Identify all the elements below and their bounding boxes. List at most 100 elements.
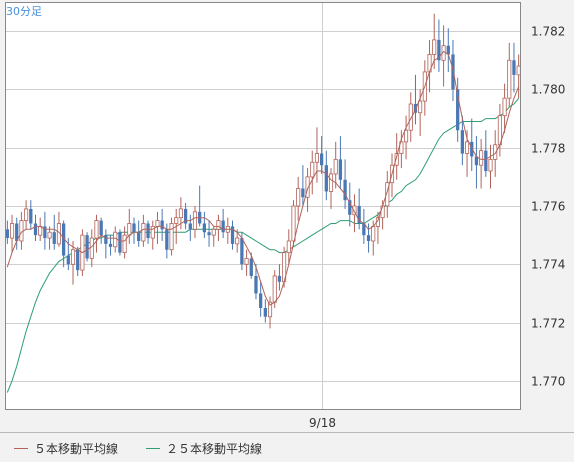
candle: [310, 150, 315, 195]
candle-body-down: [259, 293, 263, 308]
candle: [137, 220, 141, 247]
candle-body-up: [305, 176, 310, 198]
candle: [437, 19, 441, 72]
candle: [207, 220, 211, 247]
candle-body-down: [5, 229, 9, 239]
y-tick-label: 1.774: [531, 258, 565, 272]
candle-body-down: [357, 206, 361, 224]
candle-body-up: [352, 205, 357, 216]
candle: [230, 220, 235, 250]
candle-body-down: [324, 165, 328, 192]
candle-body-down: [33, 223, 38, 236]
candle-body-up: [418, 100, 423, 114]
candle-body-down: [249, 258, 253, 276]
candle: [43, 211, 47, 250]
x-tick-label: 9/18: [309, 416, 336, 430]
candle-body-down: [230, 226, 235, 244]
candle-body-down: [263, 308, 267, 317]
candle-body-down: [202, 223, 207, 233]
candle-body-down: [437, 39, 441, 61]
candle-body-up: [235, 237, 240, 245]
candle: [366, 223, 371, 253]
candle-body-up: [267, 301, 273, 318]
candle: [267, 296, 273, 329]
candle-body-up: [150, 225, 155, 239]
candle: [160, 208, 164, 241]
candle-body-up: [89, 237, 94, 259]
candle-body-up: [333, 158, 338, 175]
candle-body-up: [9, 223, 15, 239]
candle-body-down: [240, 238, 244, 265]
candle-body-down: [338, 159, 343, 180]
candle-body-down: [319, 153, 324, 166]
candle-body-down: [165, 229, 169, 250]
candle-body-up: [408, 103, 413, 131]
candle-body-up: [113, 231, 118, 248]
candle: [408, 92, 413, 142]
candle-body-down: [183, 208, 188, 224]
candle: [352, 194, 357, 233]
candle: [29, 200, 33, 230]
candle: [507, 42, 512, 107]
candle-body-down: [348, 200, 352, 215]
plot-border: [5, 2, 521, 410]
candle: [70, 240, 76, 285]
candle-body-up: [216, 220, 221, 230]
legend-label-ma5: ５本移動平均線: [34, 442, 119, 456]
candle-body-up: [169, 223, 174, 251]
y-tick-label: 1.780: [531, 83, 565, 97]
candle-body-up: [127, 223, 132, 236]
ma5-line: [6, 50, 520, 306]
candle-body-down: [160, 220, 164, 230]
candle-body-down: [76, 249, 80, 271]
y-tick-label: 1.770: [531, 375, 565, 389]
candle-body-down: [52, 232, 56, 244]
candle: [512, 42, 516, 93]
grid: [5, 2, 521, 410]
candle-body-down: [99, 220, 103, 236]
candle-body-up: [272, 275, 277, 303]
candle: [118, 229, 122, 256]
candle-body-down: [460, 130, 465, 154]
candle-body-down: [29, 208, 33, 224]
candle: [385, 171, 390, 218]
candle: [470, 118, 474, 172]
candle-body-up: [155, 220, 160, 227]
candle: [301, 165, 305, 206]
candle: [460, 115, 465, 166]
candle-body-up: [19, 220, 24, 242]
candle-body-up: [122, 234, 127, 254]
candle-body-down: [61, 223, 66, 256]
candle: [324, 150, 328, 201]
legend: ５本移動平均線 ２５本移動平均線: [14, 440, 262, 457]
candle: [61, 220, 66, 268]
candle: [488, 144, 493, 189]
candle-body-up: [371, 225, 376, 242]
candle: [47, 226, 52, 250]
candle: [122, 226, 127, 259]
candle-body-up: [141, 223, 146, 242]
candle: [169, 217, 174, 256]
candle-body-down: [132, 223, 136, 233]
candle: [328, 168, 334, 209]
candle: [183, 203, 188, 230]
candle-body-down: [413, 104, 418, 113]
candle-body-up: [174, 217, 179, 224]
candle: [5, 220, 9, 244]
candle-body-down: [470, 141, 474, 157]
candle-body-up: [502, 97, 507, 117]
candle: [484, 130, 488, 177]
candle-body-up: [286, 240, 291, 254]
candle-body-up: [328, 173, 334, 192]
candle-body-down: [207, 232, 211, 236]
candle-body-down: [43, 226, 47, 239]
candle-body-up: [244, 258, 249, 265]
candle-body-up: [479, 150, 484, 166]
candle: [502, 83, 507, 134]
candle-body-down: [15, 223, 19, 241]
candle: [99, 217, 103, 244]
candle: [216, 214, 221, 241]
candle: [24, 200, 29, 230]
